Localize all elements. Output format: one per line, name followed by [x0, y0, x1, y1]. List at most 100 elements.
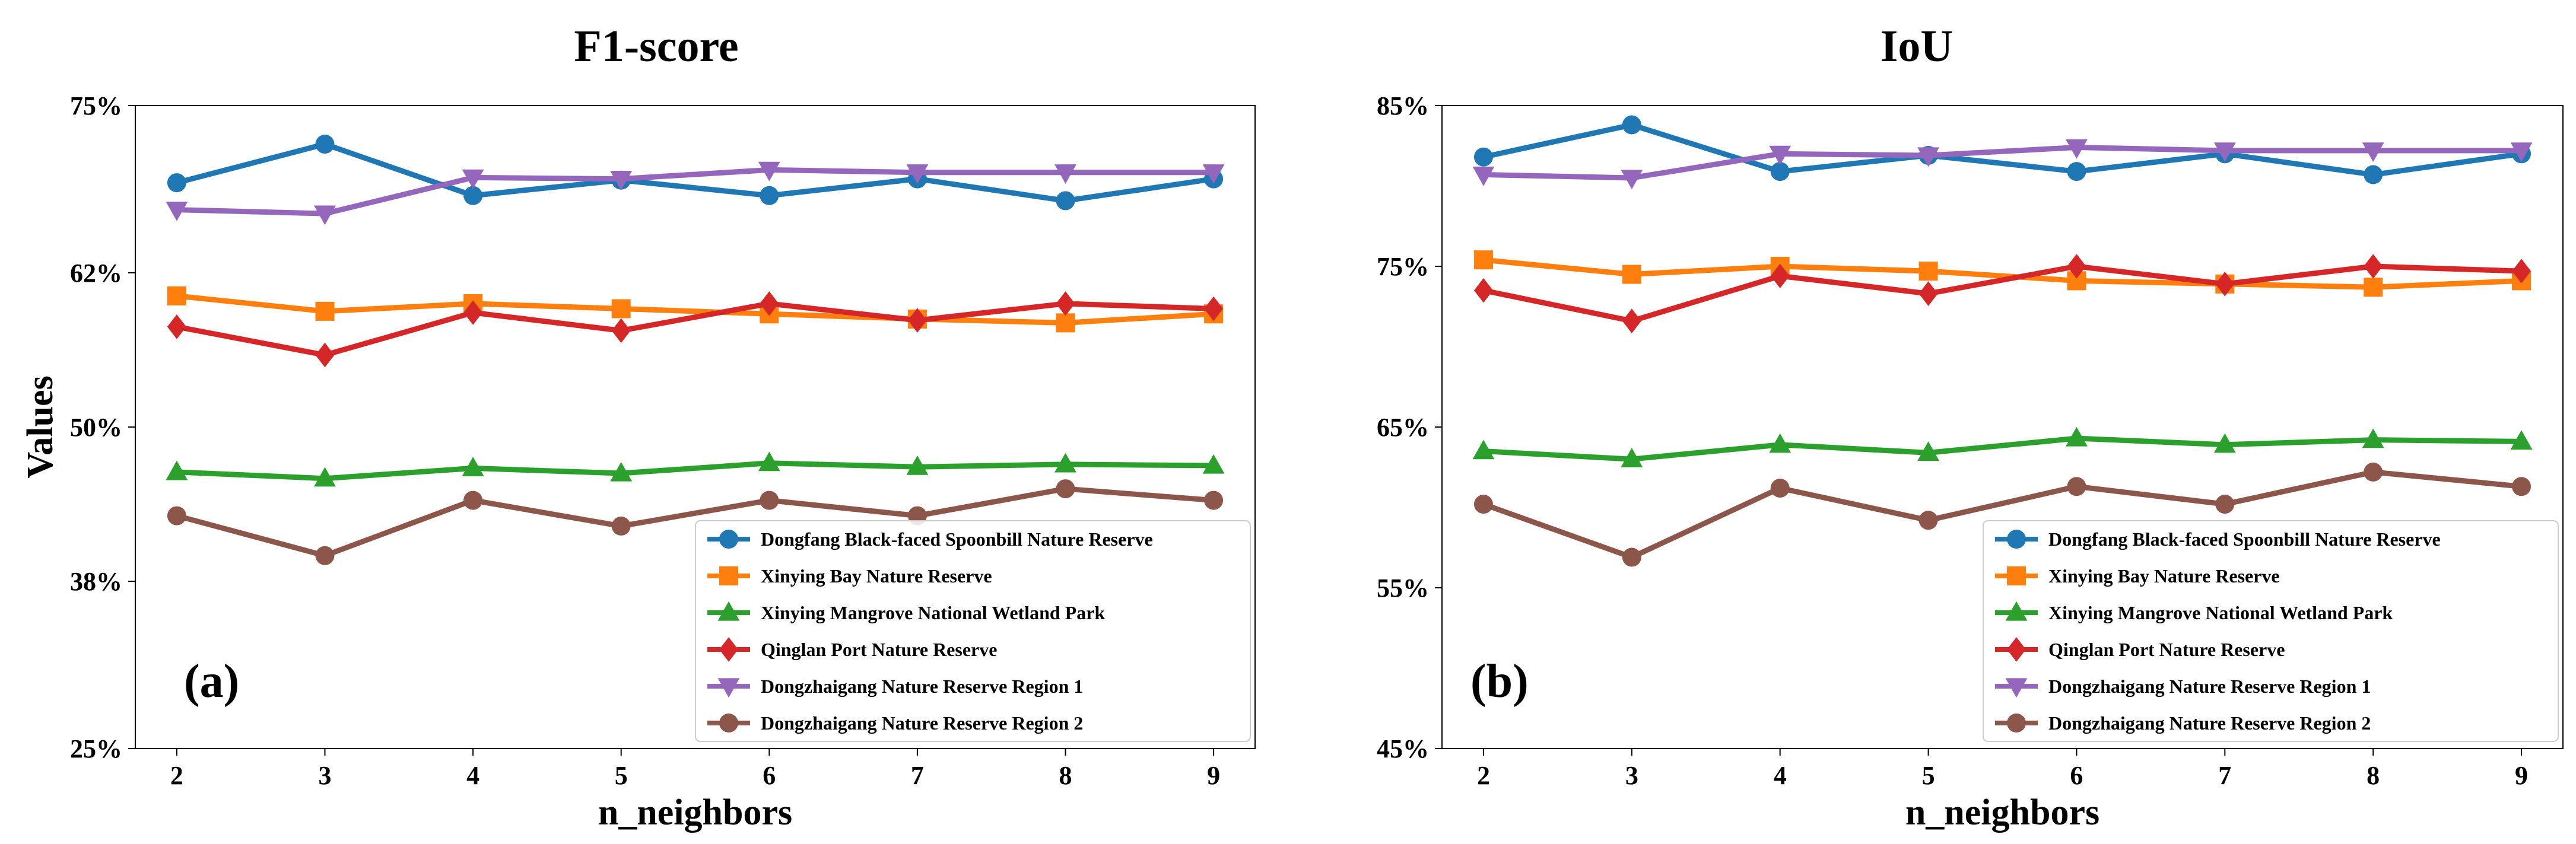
data-point: [1770, 478, 1790, 498]
x-tick-label: 4: [1774, 761, 1787, 790]
data-point: [758, 451, 780, 472]
data-point: [314, 205, 336, 225]
x-axis-label: n_neighbors: [598, 792, 792, 833]
data-point: [2364, 278, 2383, 297]
legend-item: Dongfang Black-faced Spoonbill Nature Re…: [1995, 528, 2441, 550]
series-line: [176, 167, 1214, 216]
data-point: [2510, 142, 2533, 163]
data-point: [1917, 441, 1939, 461]
legend-box: [695, 520, 1251, 742]
data-point: [1622, 265, 1641, 284]
legend-item: Dongfang Black-faced Spoonbill Nature Re…: [707, 528, 1153, 550]
legend-marker: [2007, 714, 2026, 732]
data-point: [1622, 115, 1641, 135]
legend: Dongfang Black-faced Spoonbill Nature Re…: [695, 520, 1251, 742]
x-tick-label: 2: [1477, 761, 1490, 790]
legend-label: Dongzhaigang Nature Reserve Region 1: [761, 676, 1083, 697]
series-line: [1483, 122, 2522, 178]
y-axis-label: Values: [20, 375, 61, 478]
series-line: [1483, 144, 2522, 181]
legend-item: Xinying Bay Nature Reserve: [707, 565, 992, 587]
y-tick-label: 75%: [70, 91, 122, 120]
x-tick-label: 6: [763, 761, 776, 790]
data-point: [315, 342, 335, 368]
data-point: [760, 186, 779, 205]
data-point: [462, 457, 484, 476]
x-tick-label: 6: [2070, 761, 2083, 790]
data-point: [2213, 142, 2236, 163]
legend-item: Qinglan Port Nature Reserve: [1995, 637, 2285, 662]
data-point: [1054, 453, 1076, 473]
data-point: [463, 491, 483, 510]
series-2: [1472, 426, 2533, 467]
data-point: [1056, 479, 1075, 499]
data-point: [315, 135, 335, 154]
data-point: [2362, 428, 2384, 448]
data-point: [1918, 262, 1938, 281]
legend-item: Dongzhaigang Nature Reserve Region 2: [707, 712, 1083, 734]
legend-marker: [719, 714, 738, 732]
series-line: [1482, 469, 2522, 560]
data-point: [1622, 547, 1641, 567]
legend-label: Xinying Bay Nature Reserve: [2048, 565, 2280, 587]
data-point: [2067, 477, 2086, 496]
data-point: [1054, 164, 1076, 184]
data-point: [1769, 145, 1792, 165]
legend-marker: [719, 566, 738, 585]
x-tick-label: 7: [911, 761, 924, 790]
panel-label: (a): [184, 655, 239, 708]
legend-marker: [719, 530, 738, 549]
series-line: [176, 301, 1214, 358]
chart-title: IoU: [1881, 21, 1953, 71]
series-3: [1473, 254, 2531, 333]
series-5: [1473, 462, 2531, 567]
legend-box: [1983, 520, 2559, 742]
y-tick-label: 62%: [70, 259, 122, 288]
legend-label: Dongzhaigang Nature Reserve Region 1: [2048, 676, 2371, 697]
data-point: [610, 170, 633, 190]
data-point: [462, 169, 484, 189]
series-line: [1483, 435, 2522, 462]
series-line: [1483, 257, 2522, 290]
data-point: [1472, 166, 1495, 186]
series-line: [1483, 263, 2522, 324]
data-point: [1473, 147, 1493, 167]
panel-label: (b): [1470, 655, 1529, 708]
legend-label: Xinying Mangrove National Wetland Park: [761, 602, 1105, 623]
x-tick-label: 5: [1922, 761, 1935, 790]
data-point: [1770, 263, 1790, 289]
data-point: [167, 286, 186, 305]
data-point: [1056, 191, 1075, 211]
data-point: [758, 161, 780, 181]
legend-label: Dongzhaigang Nature Reserve Region 2: [761, 712, 1083, 734]
x-tick-label: 5: [615, 761, 628, 790]
data-point: [2364, 165, 2383, 184]
y-tick-label: 65%: [1377, 413, 1429, 442]
y-tick-label: 55%: [1377, 574, 1429, 603]
legend-marker: [2005, 601, 2028, 621]
y-tick-label: 85%: [1377, 91, 1429, 120]
data-point: [1204, 491, 1224, 510]
data-point: [1621, 170, 1643, 190]
legend-item: Dongzhaigang Nature Reserve Region 1: [707, 676, 1083, 698]
legend-item: Dongzhaigang Nature Reserve Region 1: [1995, 676, 2371, 698]
data-point: [611, 318, 631, 343]
y-tick-label: 50%: [70, 413, 122, 442]
x-tick-label: 9: [1207, 761, 1220, 790]
data-point: [1472, 439, 1495, 460]
series-1: [167, 286, 1224, 333]
data-point: [166, 460, 188, 480]
series-line: [176, 486, 1214, 559]
data-point: [611, 516, 631, 536]
data-point: [760, 491, 779, 510]
legend-label: Dongzhaigang Nature Reserve Region 2: [2048, 712, 2371, 734]
data-point: [2512, 259, 2531, 284]
data-point: [907, 308, 927, 333]
chart-panel-b: IoU 45% 55% 65% 75% 85% 2 3 4 5 6 7 8 9 n_neighbors Don…: [1377, 21, 2564, 833]
data-point: [2067, 162, 2086, 181]
x-tick-label: 4: [466, 761, 479, 790]
legend-item: Xinying Mangrove National Wetland Park: [1995, 601, 2393, 623]
data-point: [1202, 164, 1225, 184]
